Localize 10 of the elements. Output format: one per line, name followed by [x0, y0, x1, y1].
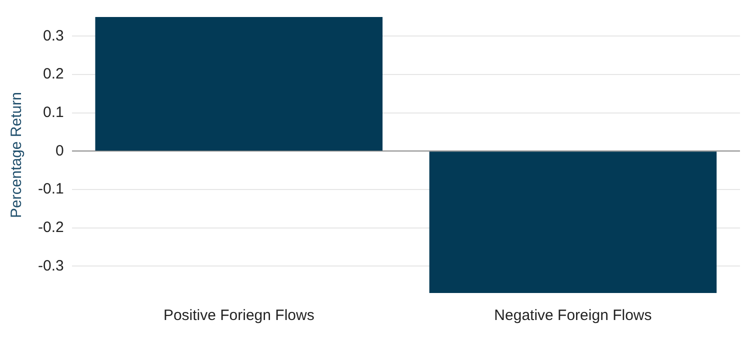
y-tick-label: -0.1 [38, 180, 64, 198]
y-tick-label: 0 [56, 142, 64, 160]
y-tick-label: -0.2 [38, 218, 64, 236]
x-tick-label: Positive Foriegn Flows [163, 307, 314, 324]
y-axis-title: Percentage Return [8, 92, 26, 218]
y-tick-label: 0.3 [42, 27, 64, 44]
y-tick-label: 0.2 [42, 66, 64, 83]
x-tick-label: Negative Foreign Flows [494, 307, 652, 324]
y-tick-label: -0.3 [38, 257, 64, 274]
y-tick-label: 0.1 [42, 104, 64, 121]
